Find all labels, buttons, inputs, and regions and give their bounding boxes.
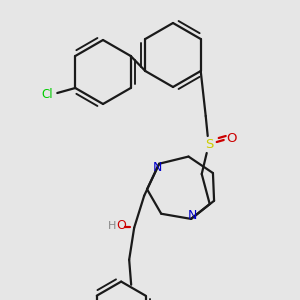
Text: N: N [152,161,162,174]
Text: H: H [108,221,116,231]
Text: O: O [226,133,237,146]
Text: Cl: Cl [41,88,53,101]
Text: O: O [116,219,126,232]
Text: N: N [188,209,197,222]
Text: S: S [206,137,214,151]
